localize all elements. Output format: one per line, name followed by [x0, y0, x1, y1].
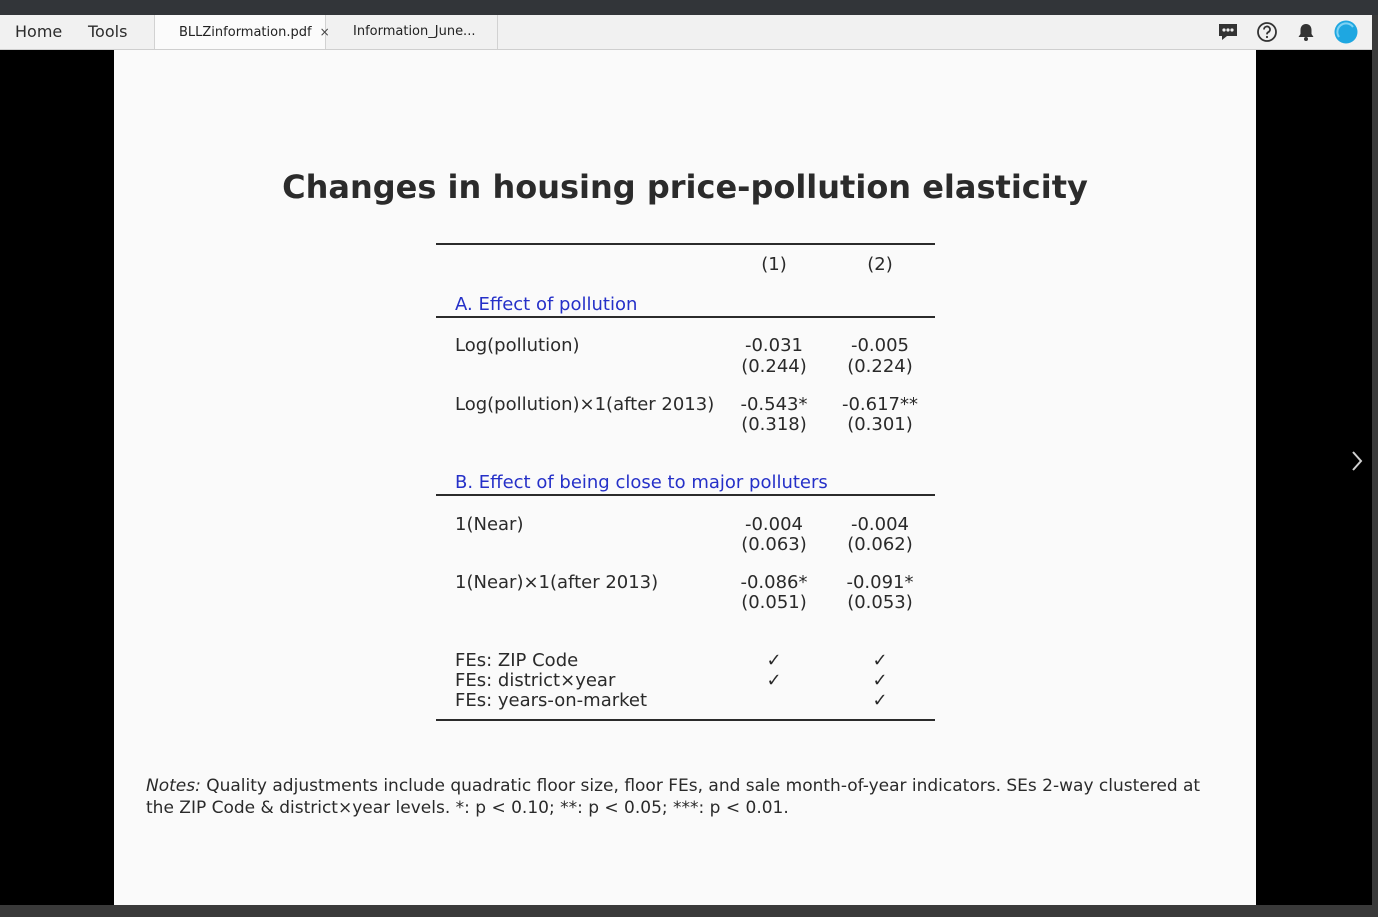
- se-cell: (0.224): [847, 356, 913, 377]
- help-icon[interactable]: [1256, 21, 1278, 43]
- row-label: 1(Near)×1(after 2013): [455, 572, 659, 593]
- notes-label: Notes:: [146, 776, 201, 796]
- tab-label: Information_June...: [353, 24, 476, 39]
- comment-icon[interactable]: [1217, 21, 1239, 43]
- coef-cell: -0.543*: [740, 394, 808, 415]
- se-cell: (0.062): [847, 534, 913, 555]
- column-header-1: (1): [761, 254, 787, 275]
- coef-cell: -0.005: [850, 335, 910, 356]
- notes-text: Quality adjustments include quadratic fl…: [146, 776, 1201, 818]
- se-cell: (0.063): [741, 534, 807, 555]
- tab-bllzinformation[interactable]: BLLZinformation.pdf ×: [154, 15, 330, 49]
- fe-check: ✓: [766, 650, 782, 671]
- fe-label: FEs: ZIP Code: [455, 650, 579, 671]
- section-a-heading: A. Effect of pollution: [455, 294, 638, 315]
- profile-avatar[interactable]: [1334, 20, 1358, 44]
- coef-cell: -0.031: [744, 335, 804, 356]
- viewer-toolbar: Home Tools BLLZinformation.pdf × Informat…: [0, 15, 1372, 50]
- row-label: 1(Near): [455, 514, 524, 535]
- fe-check: ✓: [872, 650, 888, 671]
- table-notes: Notes: Quality adjustments include quadr…: [146, 775, 1226, 819]
- se-cell: (0.318): [741, 414, 807, 435]
- fe-check: ✓: [872, 670, 888, 691]
- window-top-bar: [0, 0, 1378, 15]
- tools-nav-link[interactable]: Tools: [88, 22, 128, 41]
- window-right-edge: [1372, 15, 1378, 917]
- section-b-rule: [436, 494, 935, 496]
- table-bottom-rule: [436, 719, 935, 721]
- coef-cell: -0.004: [850, 514, 910, 535]
- pdf-page: Changes in housing price-pollution elast…: [114, 50, 1256, 905]
- window-bottom-bar: [0, 905, 1372, 917]
- coef-cell: -0.086*: [740, 572, 808, 593]
- fe-label: FEs: district×year: [455, 670, 616, 691]
- slide-title: Changes in housing price-pollution elast…: [282, 168, 1088, 206]
- fe-label: FEs: years-on-market: [455, 690, 648, 711]
- section-a-rule: [436, 316, 935, 318]
- row-label: Log(pollution)×1(after 2013): [455, 394, 715, 415]
- table-top-rule: [436, 243, 935, 245]
- section-b-heading: B. Effect of being close to major pollut…: [455, 472, 828, 493]
- se-cell: (0.244): [741, 356, 807, 377]
- coef-cell: -0.091*: [846, 572, 914, 593]
- tab-label: BLLZinformation.pdf: [179, 25, 312, 40]
- row-label: Log(pollution): [455, 335, 580, 356]
- tab-information-june[interactable]: Information_June...: [326, 15, 498, 49]
- bell-icon[interactable]: [1295, 21, 1317, 43]
- se-cell: (0.053): [847, 592, 913, 613]
- se-cell: (0.051): [741, 592, 807, 613]
- next-page-arrow-icon[interactable]: [1347, 448, 1367, 474]
- home-nav-link[interactable]: Home: [15, 22, 63, 41]
- se-cell: (0.301): [847, 414, 913, 435]
- fe-check: ✓: [766, 670, 782, 691]
- fe-check: ✓: [872, 690, 888, 711]
- coef-cell: -0.617**: [841, 394, 919, 415]
- tab-close-icon[interactable]: ×: [319, 25, 330, 39]
- column-header-2: (2): [867, 254, 893, 275]
- coef-cell: -0.004: [744, 514, 804, 535]
